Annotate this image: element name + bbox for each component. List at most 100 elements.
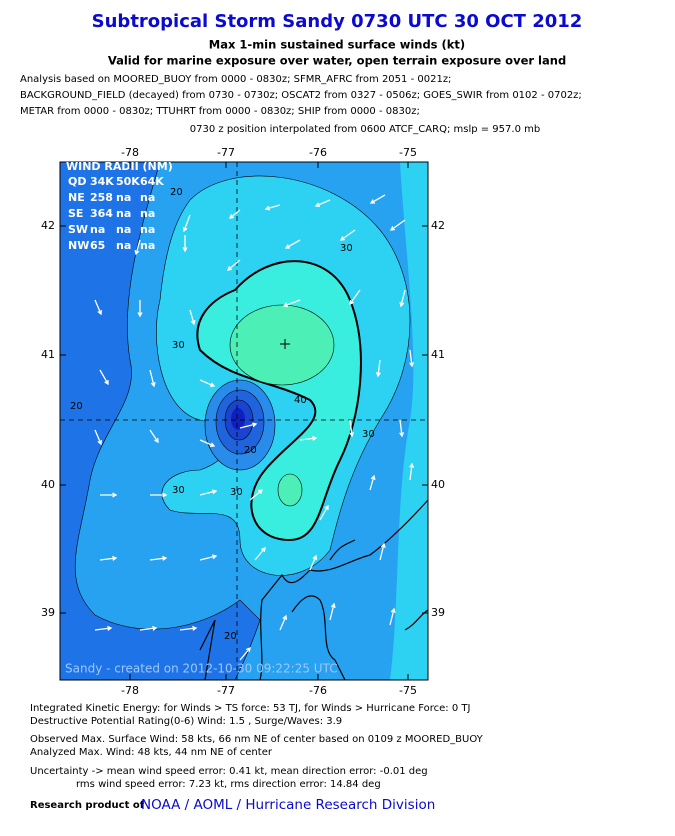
wind-radii-header: 64K	[140, 175, 164, 188]
y-tick-label: 39	[431, 606, 445, 619]
wind-arrow	[279, 614, 288, 631]
wind-radii-cell: na	[90, 223, 105, 236]
wind-arrow	[134, 239, 141, 256]
contour-label: 30	[362, 429, 375, 440]
contour-labels: 20 30 30 40 30 20 20 30 30 20	[70, 187, 375, 642]
wind-arrow	[150, 492, 168, 498]
wind-max-area	[229, 304, 335, 386]
wind-radii-header: QD	[68, 175, 86, 188]
wind-radii-title: WIND RADII (NM)	[66, 160, 173, 173]
wind-radii-cell: 65	[90, 239, 105, 252]
wind-arrow	[369, 474, 376, 491]
wind-arrow	[409, 349, 415, 368]
credit: Sandy - created on 2012-10-30 09:22:25 U…	[65, 662, 338, 676]
wind-arrow	[284, 239, 301, 249]
wind-arrow	[264, 204, 281, 211]
map-frame	[59, 161, 429, 681]
wind-arrow	[329, 602, 336, 621]
observed: Observed Max. Surface Wind: 58 kts, 66 n…	[30, 734, 484, 745]
wind-arrow	[282, 299, 301, 308]
subtitle: Max 1-min sustained surface winds (kt)	[209, 38, 465, 52]
wind-radii-cell: na	[140, 223, 155, 236]
wind-arrow	[189, 309, 196, 326]
x-tick-label: -76	[309, 684, 327, 697]
wind-arrow	[94, 625, 113, 631]
wind-arrow	[149, 429, 159, 444]
wind-radii-cell: SW	[68, 223, 88, 236]
wind-arrow	[182, 214, 191, 233]
contour-label: 40	[294, 395, 307, 406]
wind-arrow	[254, 546, 266, 561]
position-note: 0730 z position interpolated from 0600 A…	[190, 124, 540, 135]
wind-arrow	[349, 289, 361, 306]
contour-label: 30	[340, 243, 353, 254]
wind-arrow	[399, 419, 405, 438]
wind-arrow	[399, 289, 406, 308]
contour-label: 20	[244, 445, 257, 456]
contour-label: 30	[172, 485, 185, 496]
wind-arrow	[179, 625, 198, 631]
wind-radii-cell: na	[116, 207, 131, 220]
contour-label: 30	[172, 340, 185, 351]
wind-radii-cell: na	[116, 239, 131, 252]
x-tick-label: -78	[121, 146, 139, 159]
wind-arrow	[94, 299, 103, 316]
source-line: BACKGROUND_FIELD (decayed) from 0730 - 0…	[20, 90, 582, 101]
wind-arrow	[99, 555, 118, 561]
contour-label: 20	[170, 187, 183, 198]
dpr: Destructive Potential Rating(0-6) Wind: …	[30, 716, 342, 727]
wind-vectors	[94, 194, 415, 661]
y-tick-label: 41	[431, 348, 445, 361]
wind-arrow	[199, 379, 216, 388]
wind-arrow	[99, 369, 109, 386]
wind-arrow	[239, 646, 251, 661]
wind-radii-cell: NE	[68, 191, 85, 204]
wind-arrow	[100, 492, 118, 498]
wind-arrow	[182, 235, 188, 253]
wind-radii-header: 34K	[90, 175, 114, 188]
wind-radii-cell: 258	[90, 191, 113, 204]
coastline	[199, 499, 428, 680]
low-center	[231, 408, 245, 430]
wind-arrow	[299, 435, 318, 441]
x-tick-label: -75	[399, 684, 417, 697]
wind-arrow	[319, 504, 329, 521]
wind-arrow	[199, 439, 216, 448]
y-tick-label: 41	[41, 348, 55, 361]
wind-arrow	[309, 554, 318, 571]
validity: Valid for marine exposure over water, op…	[108, 54, 566, 68]
wind-arrow	[94, 429, 103, 446]
wind-arrow	[199, 554, 218, 561]
x-tick-label: -75	[399, 146, 417, 159]
wind-arrow	[139, 625, 158, 631]
wind-arrow	[226, 259, 241, 271]
axes: -78 -78 -77 -77 -76 -76 -75 -75 42 42 41 41 40 40 39 39	[41, 146, 445, 697]
wind-radii-cell: na	[140, 207, 155, 220]
wind-arrow	[249, 489, 264, 501]
research-label: Research product of	[30, 800, 145, 811]
y-tick-label: 42	[431, 219, 445, 232]
x-tick-label: -78	[121, 684, 139, 697]
wind-arrow	[199, 489, 218, 496]
wind-arrow	[239, 422, 258, 429]
max-wind-marker	[280, 339, 290, 349]
wind-radii-cell: na	[140, 239, 155, 252]
x-tick-label: -77	[217, 146, 235, 159]
source-line: METAR from 0000 - 0830z; TTUHRT from 000…	[20, 106, 420, 117]
wind-arrow	[389, 607, 396, 626]
contour-30-east	[390, 162, 428, 680]
wind-arrow	[228, 209, 241, 219]
wind-arrow	[137, 300, 143, 318]
wind-radii-header: 50K	[116, 175, 140, 188]
y-tick-label: 40	[41, 478, 55, 491]
y-tick-label: 40	[431, 478, 445, 491]
rms: rms wind speed error: 7.23 kt, rms direc…	[76, 779, 381, 790]
wind-radii-cell: na	[116, 191, 131, 204]
wind-max-area	[277, 473, 303, 507]
y-tick-label: 39	[41, 606, 55, 619]
wind-arrow	[369, 194, 386, 204]
wind-arrow	[314, 199, 331, 208]
